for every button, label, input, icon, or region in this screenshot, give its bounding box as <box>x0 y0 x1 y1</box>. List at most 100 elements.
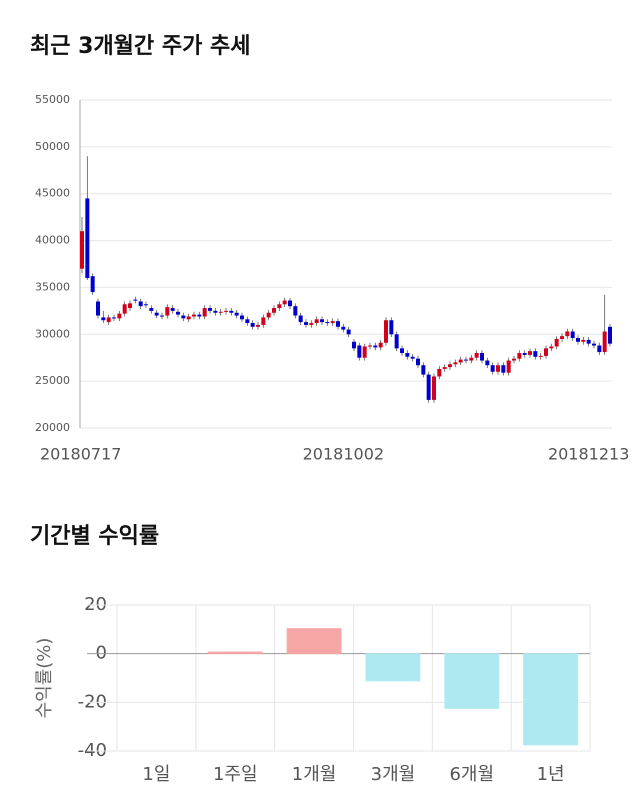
candle-body <box>149 308 154 311</box>
candle-body <box>560 336 564 339</box>
x-tick-label: 1일 <box>142 764 170 785</box>
x-tick-label: 6개월 <box>449 764 494 785</box>
x-tick-label: 1개월 <box>292 764 337 785</box>
candle-body <box>373 345 378 348</box>
y-tick-label: 35000 <box>35 280 70 293</box>
candle-body <box>298 315 303 323</box>
candle-body <box>101 317 106 321</box>
candle-body <box>336 321 340 327</box>
candle-body <box>352 341 356 349</box>
candle-body <box>378 342 383 348</box>
candle-body <box>485 360 490 366</box>
x-tick-label: 1주일 <box>213 764 258 785</box>
candle-body <box>234 312 239 316</box>
candle-body <box>346 329 351 335</box>
candle-body <box>288 300 292 307</box>
candle-body <box>570 331 575 339</box>
candle-body <box>192 314 196 317</box>
y-tick-label: 40000 <box>35 234 70 247</box>
bar <box>365 653 421 682</box>
candle-body <box>304 322 308 325</box>
candle-body <box>496 365 500 372</box>
y-tick-label: 50000 <box>35 140 70 153</box>
candle-body <box>538 355 543 357</box>
candle-body <box>410 356 415 359</box>
candle-body <box>544 348 548 356</box>
candle-body <box>330 321 335 324</box>
candle-body <box>106 317 111 323</box>
chart-title: 기간별 수익률 <box>30 524 159 549</box>
candle-body <box>394 334 399 349</box>
candle-body <box>490 365 495 372</box>
candle-body <box>480 353 484 361</box>
y-tick-label: 30000 <box>35 327 70 340</box>
candle-body <box>474 353 479 358</box>
candle-body <box>224 310 228 312</box>
candle-body <box>581 339 586 342</box>
candle-body <box>208 308 212 311</box>
candle-body <box>320 319 324 323</box>
candle-body <box>608 326 612 344</box>
candle-body <box>309 323 314 325</box>
candle-body <box>293 306 298 316</box>
candle-body <box>314 319 319 324</box>
candle-body <box>170 308 175 311</box>
candle-body <box>592 343 596 346</box>
candle-body <box>458 359 463 363</box>
candle-body <box>112 317 116 319</box>
candle-body <box>421 365 426 375</box>
candle-body <box>469 357 474 361</box>
candle-body <box>176 311 180 315</box>
candle-body <box>522 353 527 355</box>
candle-body <box>133 299 138 301</box>
candle-body <box>368 345 372 347</box>
candle-body <box>122 304 127 314</box>
x-tick-label: 3개월 <box>371 764 416 785</box>
candle-body <box>218 311 223 313</box>
candle-body <box>240 315 244 320</box>
candle-body <box>160 315 164 317</box>
candle-body <box>117 313 122 319</box>
candle-body <box>213 310 218 313</box>
candle-body <box>202 308 207 317</box>
candle-body <box>325 322 330 324</box>
chart-title: 최근 3개월간 주가 추세 <box>30 34 250 59</box>
candle-body <box>512 358 516 361</box>
candle-body <box>85 198 90 279</box>
candle-body <box>453 362 458 365</box>
y-tick-label: 25000 <box>35 374 70 387</box>
candle-body <box>501 365 506 373</box>
candle-body <box>250 323 255 327</box>
candle-body <box>576 338 580 342</box>
candle-body <box>186 316 191 320</box>
candle-body <box>197 314 202 317</box>
candle-body <box>586 339 591 344</box>
candle-body <box>90 276 95 293</box>
y-tick-label: 45000 <box>35 187 70 200</box>
candle-body <box>165 307 170 316</box>
candle-body <box>549 346 554 349</box>
candle-body <box>154 312 159 316</box>
candle-body <box>389 320 394 335</box>
candle-body <box>272 308 276 313</box>
candle-body <box>442 367 447 369</box>
candle-body <box>256 324 260 327</box>
candle-body <box>437 368 442 377</box>
x-tick-label: 20181002 <box>303 445 384 464</box>
candle-body <box>384 320 388 343</box>
candle-body <box>245 319 250 324</box>
candle-body <box>128 303 132 309</box>
candle-body <box>517 353 522 359</box>
candle-body <box>277 304 282 309</box>
candle-body <box>400 348 404 354</box>
candle-body <box>80 231 84 269</box>
x-tick-label: 1년 <box>537 764 565 785</box>
candle-body <box>181 315 186 319</box>
y-tick-label: 20000 <box>35 421 70 434</box>
candle-body <box>144 304 148 306</box>
bar <box>207 651 263 655</box>
candle-body <box>602 331 607 353</box>
candle-body <box>448 364 452 368</box>
candle-body <box>597 345 602 353</box>
